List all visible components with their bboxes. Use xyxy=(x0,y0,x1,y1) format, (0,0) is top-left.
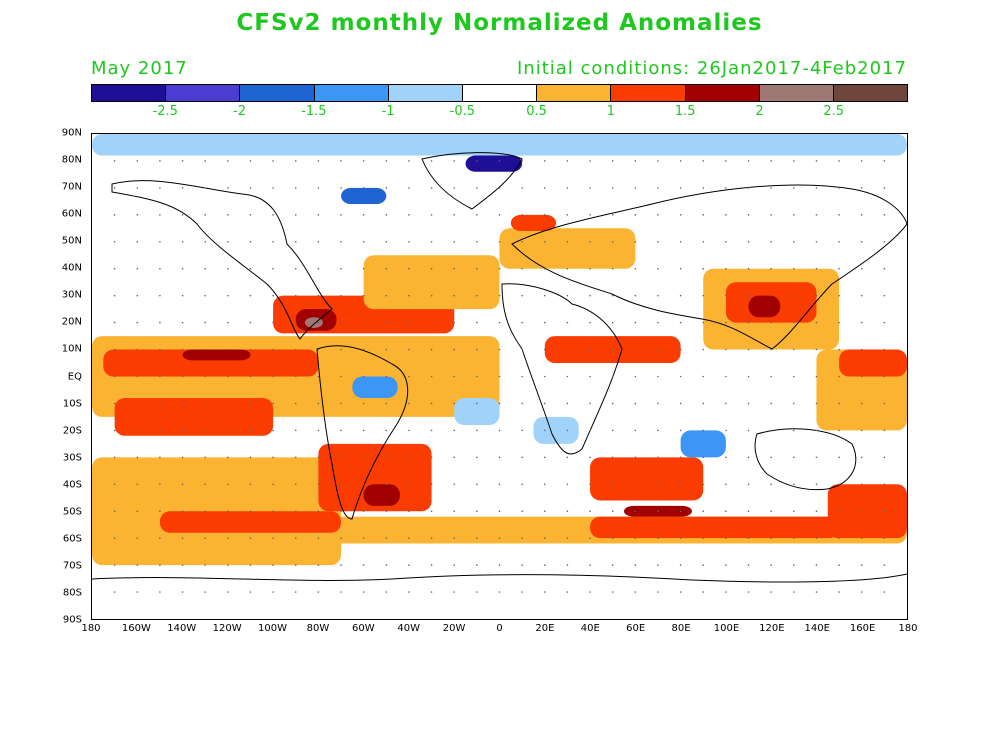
longitude-label: 180 xyxy=(898,623,918,634)
latitude-label: 60N xyxy=(61,208,82,220)
colorbar-cell xyxy=(685,85,760,101)
anomaly-region xyxy=(827,484,907,539)
latitude-label: 60S xyxy=(62,533,82,545)
colorbar-cell xyxy=(537,85,612,101)
latitude-label: 80S xyxy=(62,587,82,599)
latitude-label: 40N xyxy=(61,262,82,274)
longitude-label: 140W xyxy=(167,623,197,634)
anomaly-region xyxy=(182,349,251,361)
longitude-label: 100E xyxy=(713,623,740,634)
longitude-label: 60E xyxy=(626,623,646,634)
colorbar-tick-label: 1.5 xyxy=(674,104,696,119)
latitude-label: 20S xyxy=(62,425,82,437)
colorbar-cell xyxy=(611,85,686,101)
anomaly-region xyxy=(839,349,907,377)
anomaly-region xyxy=(103,349,319,377)
longitude-label: 0 xyxy=(496,623,503,634)
colorbar-cell xyxy=(166,85,241,101)
longitude-label: 80W xyxy=(306,623,330,634)
longitude-label: 20E xyxy=(535,623,555,634)
anomaly-region xyxy=(510,214,557,231)
initial-conditions: Initial conditions: 26Jan2017-4Feb2017 xyxy=(516,58,907,79)
colorbar-tick-label: 2.5 xyxy=(823,104,845,119)
colorbar-cell xyxy=(759,85,834,101)
colorbar-cell xyxy=(314,85,389,101)
anomaly-region xyxy=(748,295,781,318)
latitude-label: 40S xyxy=(62,479,82,491)
longitude-label: 120E xyxy=(759,623,785,634)
longitude-label: 160E xyxy=(849,623,876,634)
anomaly-region xyxy=(454,398,500,425)
coastline-greenland xyxy=(421,152,523,210)
anomaly-region xyxy=(318,443,432,512)
anomaly-region xyxy=(590,516,840,539)
colorbar-tick-label: 0.5 xyxy=(526,104,547,119)
colorbar-cell xyxy=(240,85,315,101)
anomaly-map xyxy=(91,133,908,620)
colorbar xyxy=(91,84,908,102)
significance-dots xyxy=(113,160,886,593)
anomaly-regions xyxy=(92,134,907,566)
latitude-label: 50S xyxy=(62,506,82,518)
anomaly-region xyxy=(533,416,579,444)
longitude-label: 40E xyxy=(580,623,600,634)
longitude-label: 100W xyxy=(258,623,288,634)
latitude-label: 70N xyxy=(61,181,82,193)
colorbar-cell xyxy=(462,85,538,101)
anomaly-region xyxy=(465,155,523,172)
colorbar-tick-label: -2 xyxy=(233,104,247,119)
latitude-label: 80N xyxy=(61,154,82,166)
valid-month: May 2017 xyxy=(91,58,188,79)
latitude-label: 10S xyxy=(62,398,82,410)
colorbar-tick-label: -2.5 xyxy=(152,104,178,119)
colorbar-tick-label: 1 xyxy=(606,104,616,119)
anomaly-region xyxy=(680,430,726,458)
colorbar-labels: -2.5 -2 -1.5 -1 -0.5 0.5 1 1.5 2 2.5 xyxy=(91,104,908,120)
anomaly-region xyxy=(499,228,636,269)
longitude-label: 80E xyxy=(671,623,691,634)
colorbar-tick-label: 2 xyxy=(755,104,764,119)
longitude-label: 140E xyxy=(804,623,830,634)
latitude-label: 30S xyxy=(62,452,82,464)
coastline-south-america xyxy=(316,345,409,520)
latitude-label: 10N xyxy=(61,343,82,355)
longitude-label: 160W xyxy=(121,623,151,634)
latitude-label: EQ xyxy=(67,371,82,382)
map-canvas xyxy=(92,134,907,593)
latitude-label: 90S xyxy=(62,614,82,626)
latitude-label: 90N xyxy=(61,127,82,139)
coastline-australia xyxy=(754,428,857,491)
colorbar-tick-label: -0.5 xyxy=(449,104,476,119)
anomaly-region xyxy=(341,187,387,205)
anomaly-region xyxy=(114,398,274,436)
anomaly-region xyxy=(363,484,400,506)
coastline-antarctica xyxy=(92,573,907,583)
latitude-label: 20N xyxy=(61,316,82,328)
longitude-label: 60W xyxy=(352,623,375,634)
coastline-eurasia xyxy=(511,184,907,350)
colorbar-cell xyxy=(833,85,908,101)
longitude-label: 120W xyxy=(212,623,242,634)
longitude-label: 20W xyxy=(442,623,466,634)
latitude-label: 30N xyxy=(61,289,82,301)
anomaly-region xyxy=(92,134,907,156)
anomaly-region xyxy=(590,457,704,501)
colorbar-tick-label: -1.5 xyxy=(301,104,327,119)
coastline-north-america xyxy=(111,180,333,340)
colorbar-tick-label: -1 xyxy=(381,104,395,119)
anomaly-region xyxy=(363,255,500,310)
colorbar-cell xyxy=(388,85,463,101)
latitude-label: 70S xyxy=(62,560,82,572)
map-title: CFSv2 monthly Normalized Anomalies xyxy=(236,10,763,36)
colorbar-cell xyxy=(92,85,167,101)
longitude-label: 40W xyxy=(397,623,421,634)
latitude-label: 50N xyxy=(61,235,82,247)
anomaly-region xyxy=(159,511,342,533)
anomaly-region xyxy=(352,376,398,399)
coastlines xyxy=(92,152,907,583)
longitude-label: 180 xyxy=(81,623,101,634)
